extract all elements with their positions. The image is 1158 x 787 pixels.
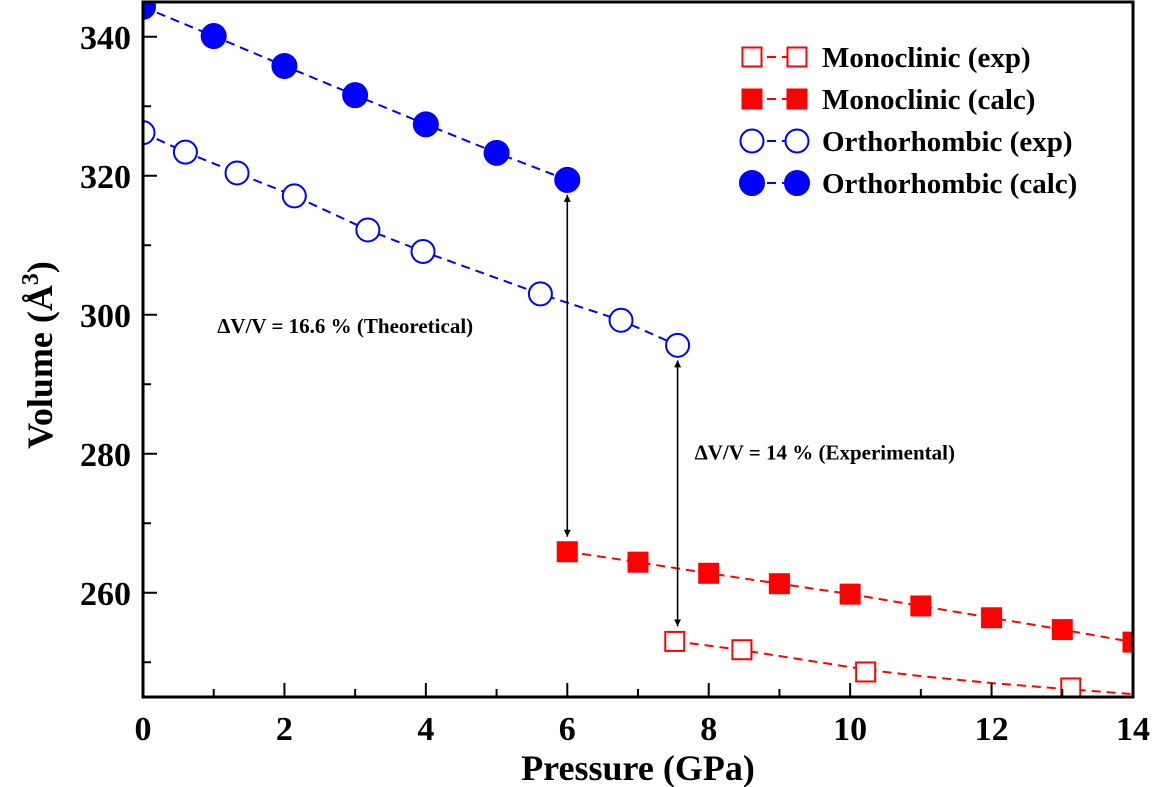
data-point-1-0 [556, 541, 578, 563]
legend: Monoclinic (exp) Monoclinic (calc) Orthorh… [739, 42, 1077, 200]
annotations: ΔV/V = 16.6 % (Theoretical) ΔV/V = 14 % (… [217, 194, 955, 627]
y-axis-label-superscript: 3 [18, 273, 44, 285]
data-point-3-2 [271, 52, 298, 79]
y-axis-label-base: Volume ( [20, 311, 60, 449]
y-tick-label: 300 [80, 298, 131, 335]
data-point-3-6 [554, 166, 581, 193]
data-point-2-0 [143, 120, 156, 146]
data-point-1-2 [698, 562, 720, 584]
x-tick-label: 10 [833, 711, 867, 748]
data-point-2-2 [224, 160, 250, 186]
legend-marker-1 [786, 88, 808, 110]
x-tick-label: 0 [135, 711, 152, 748]
data-point-0-0 [664, 630, 686, 652]
y-axis-label-text: Volume (Å3) [18, 261, 60, 449]
legend-marker-1 [741, 88, 763, 110]
data-point-1-1 [627, 551, 649, 573]
x-tick-label: 2 [276, 711, 293, 748]
legend-marker-2 [784, 128, 810, 154]
data-point-0-3 [1060, 677, 1082, 697]
legend-marker-3 [739, 170, 765, 196]
data-point-0-2 [855, 661, 877, 683]
x-tick-label: 12 [975, 711, 1009, 748]
x-tick-label: 8 [700, 711, 717, 748]
data-point-1-6 [981, 607, 1003, 629]
legend-marker-2 [739, 128, 765, 154]
data-point-2-4 [355, 217, 381, 243]
legend-label-1: Monoclinic (calc) [822, 84, 1035, 116]
y-tick-label: 340 [80, 20, 131, 57]
x-tick-label: 6 [559, 711, 576, 748]
data-point-3-5 [483, 139, 510, 166]
data-point-3-4 [412, 111, 439, 138]
legend-label-2: Orthorhombic (exp) [822, 126, 1073, 158]
y-axis-label-close: ) [20, 261, 60, 273]
data-point-1-3 [768, 573, 790, 595]
annotation-label-0: ΔV/V = 16.6 % (Theoretical) [217, 314, 473, 338]
data-markers [143, 2, 1133, 697]
data-point-0-1 [731, 639, 753, 661]
x-tick-label: 4 [417, 711, 434, 748]
data-point-2-8 [665, 332, 691, 358]
legend-label-0: Monoclinic (exp) [822, 42, 1031, 74]
y-tick-label: 320 [80, 159, 131, 196]
data-point-1-7 [1051, 619, 1073, 641]
data-point-3-1 [200, 23, 227, 50]
axes: 0 2 4 6 8 10 12 14 260 280 300 320 340 Pressure (GPa)… [18, 0, 1150, 787]
data-point-2-1 [172, 139, 198, 165]
data-point-1-8 [1122, 631, 1133, 653]
data-point-2-7 [608, 307, 634, 333]
y-axis-label-unit: Å [20, 285, 60, 311]
annotation-label-1: ΔV/V = 14 % (Experimental) [695, 440, 955, 464]
legend-marker-0 [741, 46, 763, 68]
y-tick-label: 260 [80, 576, 131, 613]
data-point-3-3 [342, 82, 369, 109]
legend-label-3: Orthorhombic (calc) [822, 168, 1077, 200]
data-point-2-5 [410, 239, 436, 265]
data-point-2-6 [527, 281, 553, 307]
data-point-1-5 [910, 595, 932, 617]
y-axis-label: Volume (Å3) [18, 261, 60, 449]
x-axis-label: Pressure (GPa) [521, 748, 755, 787]
legend-marker-0 [786, 46, 808, 68]
data-point-1-4 [839, 583, 861, 605]
y-tick-label: 280 [80, 437, 131, 474]
legend-marker-3 [784, 170, 810, 196]
data-point-3-0 [143, 2, 156, 20]
x-tick-label: 14 [1116, 711, 1150, 748]
data-point-2-3 [281, 183, 307, 209]
